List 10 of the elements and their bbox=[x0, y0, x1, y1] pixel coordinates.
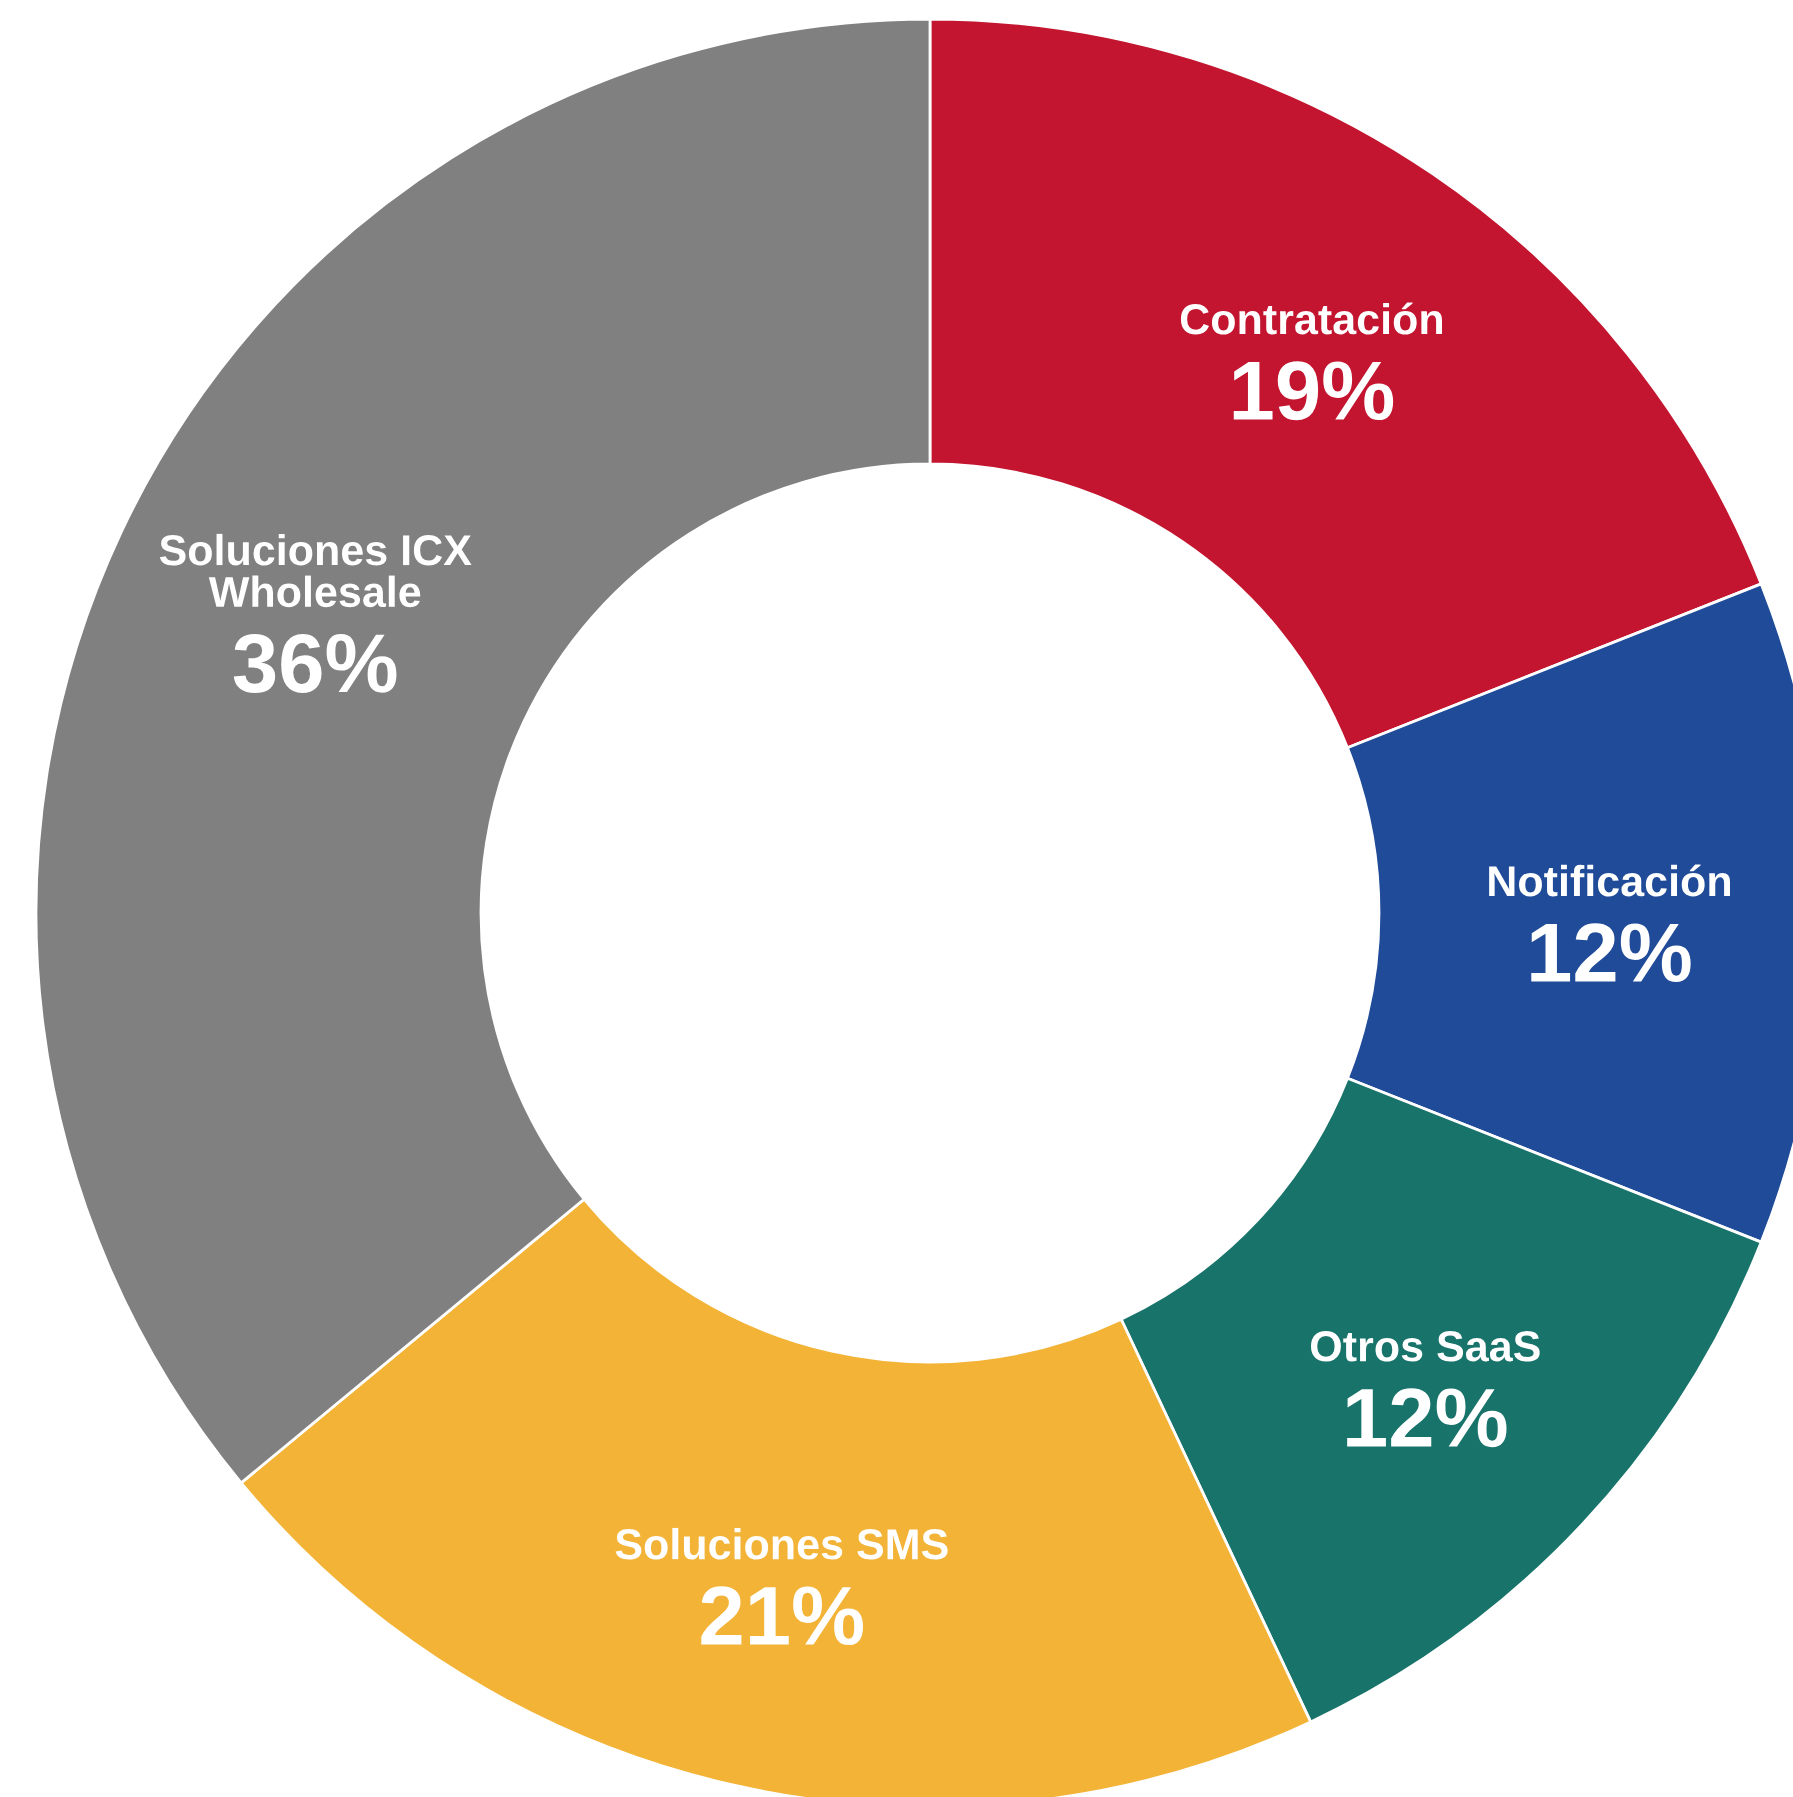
slice-label: Contratación bbox=[1180, 302, 1443, 335]
data-label: 36% bbox=[233, 633, 397, 694]
data-label: 12% bbox=[1531, 923, 1691, 983]
data-label: 12% bbox=[1347, 1388, 1507, 1448]
data-label: 19% bbox=[1233, 361, 1394, 421]
slice-label: Otros SaaS bbox=[1311, 1331, 1540, 1362]
slice-label: Soluciones SMS bbox=[615, 1527, 948, 1560]
slice-label: Notificación bbox=[1489, 864, 1730, 897]
data-label: 21% bbox=[701, 1586, 863, 1646]
slice-label: Soluciones ICX Wholesale bbox=[159, 533, 472, 608]
